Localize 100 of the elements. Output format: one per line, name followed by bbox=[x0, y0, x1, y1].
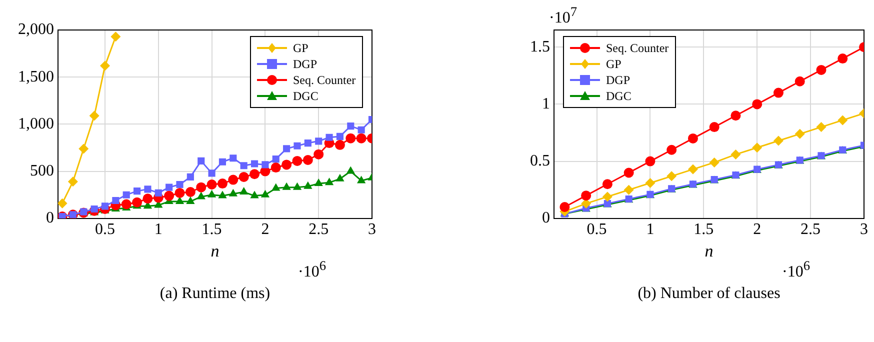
x-tick-label: 3 bbox=[368, 221, 376, 238]
point bbox=[838, 54, 848, 64]
legend-label: GP bbox=[606, 56, 622, 72]
point bbox=[164, 190, 174, 201]
x-tick-label: 1 bbox=[154, 221, 162, 238]
point bbox=[101, 202, 109, 210]
point bbox=[346, 166, 355, 174]
point bbox=[324, 178, 334, 186]
y-tick-label: 1.5 bbox=[530, 38, 550, 56]
point bbox=[185, 187, 196, 198]
point bbox=[292, 156, 302, 166]
point bbox=[122, 191, 130, 198]
point bbox=[230, 154, 237, 162]
point bbox=[218, 158, 226, 166]
point bbox=[645, 178, 656, 188]
point bbox=[602, 179, 612, 190]
point bbox=[794, 76, 805, 86]
point bbox=[356, 133, 366, 144]
point bbox=[336, 174, 344, 182]
point bbox=[240, 187, 248, 195]
point bbox=[314, 149, 324, 160]
legend-label: GP bbox=[293, 40, 308, 56]
point bbox=[816, 122, 826, 132]
x-tick-label: 0.5 bbox=[94, 221, 115, 238]
point bbox=[176, 180, 184, 188]
point bbox=[208, 170, 216, 177]
point bbox=[196, 182, 206, 192]
point bbox=[688, 164, 698, 174]
point bbox=[752, 99, 762, 110]
point bbox=[283, 145, 290, 152]
point bbox=[58, 198, 68, 208]
point bbox=[326, 134, 333, 141]
point bbox=[304, 181, 312, 189]
point bbox=[773, 88, 784, 98]
x-tick-label: 2 bbox=[753, 221, 762, 238]
point bbox=[132, 197, 142, 208]
x-tick-label: 2.5 bbox=[308, 221, 329, 238]
y-tick-label: 0 bbox=[542, 210, 550, 227]
text: (a) Runtime (ms) bbox=[160, 285, 270, 303]
point bbox=[250, 169, 260, 180]
legend-label: Seq. Counter bbox=[293, 72, 356, 88]
legend-label: DGC bbox=[293, 88, 318, 104]
x-tick-label: 0.5 bbox=[586, 221, 607, 238]
point bbox=[356, 176, 366, 184]
point bbox=[581, 190, 592, 201]
point bbox=[645, 156, 656, 166]
point bbox=[166, 184, 173, 191]
point bbox=[250, 190, 259, 198]
point bbox=[666, 171, 677, 182]
point bbox=[602, 192, 612, 202]
point bbox=[78, 144, 89, 154]
legend-label: Seq. Counter bbox=[606, 40, 669, 56]
point bbox=[262, 161, 269, 168]
x-tick-label: 1 bbox=[646, 221, 654, 238]
text: ·10$^{6}$ bbox=[298, 258, 326, 282]
point bbox=[134, 188, 141, 195]
x-tick-label: 2.5 bbox=[800, 221, 821, 238]
point bbox=[100, 60, 110, 71]
text: ·10$^{7}$ bbox=[549, 4, 577, 28]
y-tick-label: 0.5 bbox=[530, 152, 550, 170]
point bbox=[282, 182, 291, 190]
point bbox=[358, 126, 365, 134]
point bbox=[334, 140, 345, 150]
point bbox=[186, 173, 194, 180]
point bbox=[666, 144, 677, 155]
point bbox=[240, 162, 248, 170]
point bbox=[144, 186, 152, 193]
point bbox=[794, 128, 805, 139]
point bbox=[218, 190, 227, 198]
point bbox=[294, 142, 301, 150]
x-tick-label: 2 bbox=[261, 221, 270, 238]
point bbox=[624, 168, 634, 178]
text: ·10$^{6}$ bbox=[782, 258, 810, 282]
point bbox=[207, 190, 216, 198]
point bbox=[304, 140, 312, 147]
point bbox=[68, 176, 78, 187]
y-tick-label: 1,500 bbox=[18, 68, 54, 86]
y-tick-label: 2,000 bbox=[18, 21, 54, 38]
x-tick-label: 1.5 bbox=[694, 221, 714, 238]
legend-label: DGP bbox=[606, 72, 630, 88]
point bbox=[816, 64, 826, 75]
point bbox=[730, 149, 741, 160]
point bbox=[773, 136, 784, 146]
point bbox=[272, 183, 280, 191]
point bbox=[347, 122, 354, 130]
point bbox=[752, 142, 762, 153]
point bbox=[260, 190, 270, 198]
point bbox=[730, 110, 741, 121]
point bbox=[198, 157, 205, 164]
point bbox=[560, 202, 570, 212]
point bbox=[581, 198, 592, 209]
point bbox=[838, 115, 848, 126]
point bbox=[228, 188, 238, 196]
point bbox=[110, 32, 121, 42]
x-axis-title: n bbox=[704, 241, 714, 260]
y-tick-label: 500 bbox=[30, 162, 54, 180]
x-tick-label: 1.5 bbox=[202, 221, 222, 238]
point bbox=[282, 160, 292, 170]
x-tick-label: 3 bbox=[860, 221, 868, 238]
point bbox=[314, 178, 323, 186]
